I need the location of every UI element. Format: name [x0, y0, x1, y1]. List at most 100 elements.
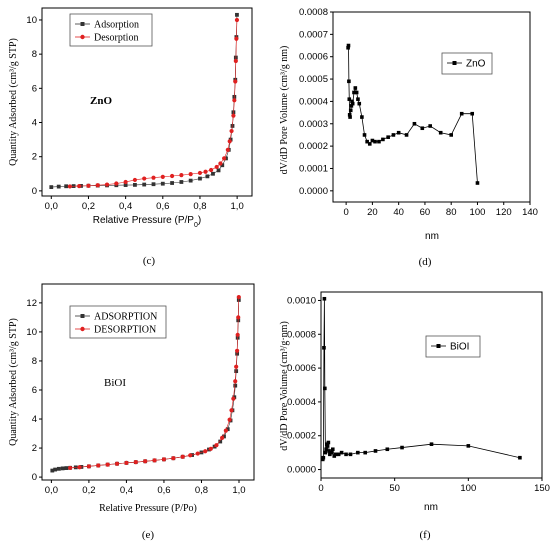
x-ticks: 0,0 0,2 0,4 0,6 0,8 1,0	[45, 480, 246, 496]
data-point	[222, 156, 227, 161]
x-axis-label: Relative Pressure (P/Po)	[99, 503, 197, 514]
data-point	[370, 138, 375, 143]
data-point	[321, 455, 326, 460]
data-point	[353, 86, 358, 90]
x-tick-label: 20	[367, 207, 378, 218]
data-point	[230, 124, 235, 128]
data-point	[220, 163, 225, 168]
x-tick-label: 100	[460, 483, 476, 494]
x-tick-label: 0,8	[193, 201, 206, 212]
data-point	[114, 461, 120, 466]
panel-caption: (c)	[143, 255, 156, 267]
legend: ADSORPTION DESORPTION	[69, 305, 167, 339]
x-tick-label: 1,0	[231, 201, 244, 212]
panel-caption: (e)	[142, 529, 155, 541]
chart-f: 0 50 100 150 0.0000 0.0002 0.0004 0.0006 0.0008…	[279, 291, 550, 541]
data-point	[438, 130, 443, 135]
y-tick-label: 0.0000	[287, 465, 316, 476]
data-point	[386, 135, 390, 139]
y-tick-label: 6	[32, 385, 37, 396]
data-point	[143, 459, 148, 464]
x-ticks: 0 20 40 60 80 100 120 140	[343, 202, 538, 218]
x-tick-label: 0	[318, 483, 323, 494]
data-point	[234, 36, 239, 41]
data-point	[67, 184, 72, 189]
data-point	[233, 383, 238, 388]
data-point	[325, 444, 330, 448]
data-point	[365, 139, 369, 144]
data-point	[518, 455, 522, 460]
data-point	[203, 169, 208, 174]
data-point	[170, 181, 174, 185]
data-point	[142, 176, 147, 181]
y-tick-label: 10	[26, 327, 37, 338]
data-point	[203, 449, 208, 454]
data-point	[367, 142, 372, 146]
y-tick-label: 0.0006	[299, 52, 328, 63]
x-tick-label: 80	[446, 207, 457, 218]
plot-area: 0,0 0,2 0,4 0,6 0,8 1,0 0 2 4 6 8 10 Adsorption Des…	[26, 7, 253, 212]
data-point	[420, 126, 425, 131]
y-tick-label: 12	[26, 298, 37, 309]
series-line	[322, 298, 520, 460]
data-point	[234, 17, 240, 23]
x-tick-label: 0,0	[45, 485, 58, 496]
data-point	[233, 58, 238, 64]
data-point	[373, 139, 377, 144]
data-point	[360, 115, 364, 119]
plot-frame	[41, 7, 253, 197]
legend-marker	[80, 22, 85, 26]
x-tick-label: 100	[470, 207, 486, 218]
y-tick-label: 4	[32, 414, 37, 425]
data-point	[77, 465, 82, 470]
y-tick-label: 0.0007	[299, 29, 328, 40]
y-tick-label: 8	[32, 49, 37, 60]
data-point	[205, 174, 210, 179]
y-tick-label: 8	[32, 356, 37, 367]
legend-label: DESORPTION	[94, 325, 156, 336]
data-point	[327, 449, 331, 453]
data-point	[179, 180, 184, 184]
y-tick-label: 0.0008	[287, 329, 316, 340]
y-ticks: 0 2 4 6 8 10 12	[26, 298, 42, 483]
data-point	[218, 161, 223, 166]
data-point	[208, 446, 213, 451]
plot-frame	[332, 11, 531, 203]
data-point	[356, 97, 360, 101]
data-point	[470, 111, 475, 116]
data-point	[234, 364, 239, 369]
legend: Adsorption Desorption	[69, 13, 153, 47]
data-point	[123, 179, 128, 185]
x-tick-label: 0,8	[195, 485, 208, 496]
data-point	[347, 79, 351, 84]
y-tick-label: 0.0010	[287, 295, 316, 306]
chart-annotation: BiOI	[104, 377, 126, 389]
legend-box	[425, 335, 481, 358]
legend-entries: BiOI	[431, 342, 469, 353]
data-point	[133, 182, 137, 187]
data-point	[229, 128, 234, 134]
legend-marker	[436, 344, 441, 348]
y-axis-label: Quantity Adsorbed (cm³/g STP)	[8, 38, 19, 166]
plot-area: 0 20 40 60 80 100 120 140 0.00000.00010.00020.0…	[299, 7, 538, 218]
chart-annotation: ZnO	[90, 95, 112, 107]
data-point	[214, 443, 219, 448]
data-point	[50, 468, 55, 473]
data-point	[354, 90, 359, 95]
data-point	[346, 43, 351, 48]
data-point	[142, 182, 147, 187]
legend: BiOI	[425, 335, 481, 358]
data-point	[449, 133, 453, 137]
y-ticks: 0.0000 0.0001 0.0002 0.0003 0.0004 0.0005 0.00…	[299, 7, 333, 197]
data-point	[377, 139, 381, 144]
data-point	[235, 12, 239, 17]
data-point	[347, 113, 352, 117]
x-axis-label: nm	[425, 231, 439, 242]
data-point	[466, 444, 471, 448]
data-point	[198, 176, 202, 181]
data-point	[348, 108, 353, 113]
data-point	[171, 456, 176, 461]
legend-box	[441, 52, 493, 75]
y-tick-label: 0.0003	[299, 119, 328, 130]
data-point	[233, 79, 238, 84]
